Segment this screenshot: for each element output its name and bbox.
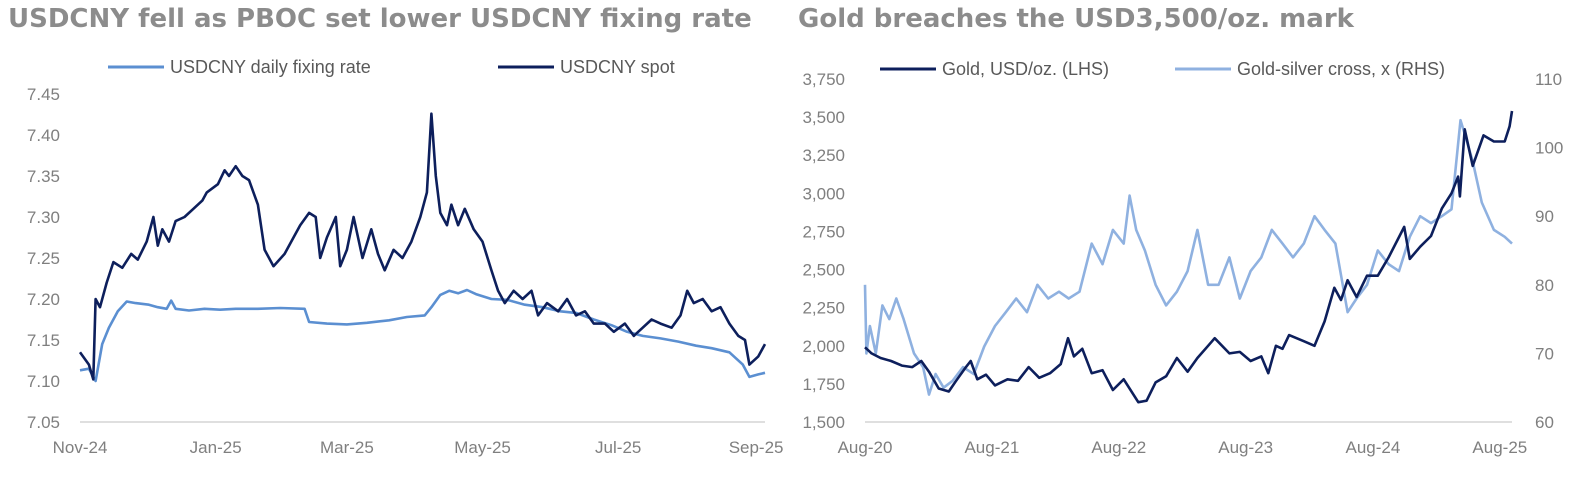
legend-label: Gold, USD/oz. (LHS) bbox=[942, 59, 1109, 79]
y-tick-label: 7.40 bbox=[27, 126, 60, 145]
y-tick-label: 3,250 bbox=[802, 146, 845, 165]
y-tick-label: 2,750 bbox=[802, 222, 845, 241]
series-line bbox=[79, 288, 766, 383]
y2-tick-label: 60 bbox=[1535, 413, 1554, 432]
y-tick-label: 2,500 bbox=[802, 261, 845, 280]
y2-tick-label: 100 bbox=[1535, 139, 1563, 158]
x-tick-label: Jul-25 bbox=[595, 438, 641, 457]
y2-tick-label: 110 bbox=[1535, 70, 1562, 89]
x-tick-label: Nov-24 bbox=[53, 438, 108, 457]
chart-panel-usdcny: USDCNY fell as PBOC set lower USDCNY fix… bbox=[0, 0, 790, 477]
x-tick-label: Aug-20 bbox=[838, 438, 893, 457]
y-tick-label: 7.35 bbox=[27, 167, 60, 186]
y-tick-label: 3,000 bbox=[802, 184, 845, 203]
y-tick-label: 2,000 bbox=[802, 337, 845, 356]
gold-chart: Aug-20 Aug-21 Aug-22 Aug-23 Aug-24 Aug-25 1,50… bbox=[802, 59, 1563, 457]
y-tick-label: 3,500 bbox=[802, 108, 845, 127]
x-tick-label: Jan-25 bbox=[190, 438, 242, 457]
usdcny-chart: Nov-24 Jan-25 Mar-25 May-25 Jul-25 Sep-25 7.05… bbox=[27, 57, 784, 457]
y-tick-label: 7.45 bbox=[27, 85, 60, 104]
y2-tick-label: 70 bbox=[1535, 344, 1554, 363]
y-tick-label: 7.05 bbox=[27, 413, 60, 432]
y-tick-label: 7.15 bbox=[27, 331, 60, 350]
series-line bbox=[78, 112, 767, 381]
y-tick-label: 1,500 bbox=[802, 413, 845, 432]
y-tick-label: 3,750 bbox=[802, 70, 845, 89]
legend-label: USDCNY spot bbox=[560, 57, 675, 77]
x-tick-label: Aug-24 bbox=[1346, 438, 1401, 457]
x-tick-label: May-25 bbox=[454, 438, 511, 457]
y2-tick-label: 90 bbox=[1535, 207, 1554, 226]
y-tick-label: 7.10 bbox=[27, 372, 60, 391]
chart-title: USDCNY fell as PBOC set lower USDCNY fix… bbox=[8, 4, 752, 34]
y-tick-label: 7.25 bbox=[27, 249, 60, 268]
x-tick-label: Sep-25 bbox=[729, 438, 784, 457]
legend-label: USDCNY daily fixing rate bbox=[170, 57, 371, 77]
x-tick-label: Aug-21 bbox=[964, 438, 1019, 457]
y-tick-label: 1,750 bbox=[802, 375, 845, 394]
x-tick-label: Aug-23 bbox=[1218, 438, 1273, 457]
x-tick-label: Aug-25 bbox=[1472, 438, 1527, 457]
series-line bbox=[864, 110, 1514, 404]
y-tick-label: 7.30 bbox=[27, 208, 60, 227]
y-tick-label: 2,250 bbox=[802, 299, 845, 318]
series-line bbox=[863, 118, 1513, 396]
legend-label: Gold-silver cross, x (RHS) bbox=[1237, 59, 1445, 79]
chart-title: Gold breaches the USD3,500/oz. mark bbox=[798, 4, 1354, 34]
x-tick-label: Mar-25 bbox=[320, 438, 374, 457]
y-tick-label: 7.20 bbox=[27, 290, 60, 309]
x-tick-label: Aug-22 bbox=[1091, 438, 1146, 457]
y2-tick-label: 80 bbox=[1535, 276, 1554, 295]
chart-panel-gold: Gold breaches the USD3,500/oz. mark Aug-… bbox=[790, 0, 1586, 477]
